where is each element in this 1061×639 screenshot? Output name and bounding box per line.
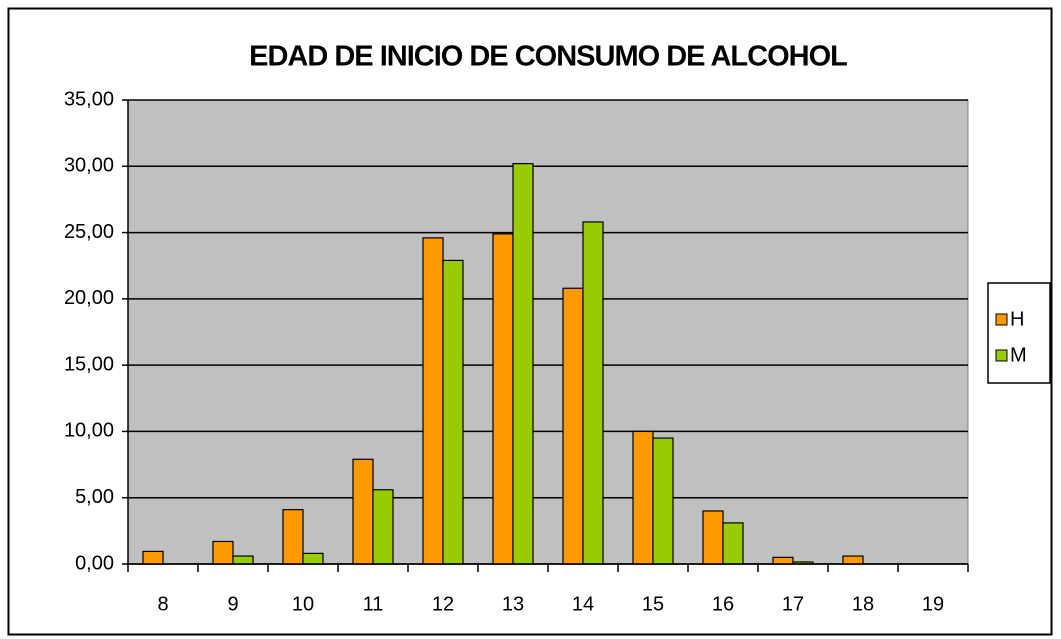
y-tick-label: 30,00 [64,155,114,177]
bar [212,540,234,565]
bar [282,509,304,565]
bar [722,522,744,565]
y-tick-label: 20,00 [64,287,114,309]
y-tick-label: 0,00 [75,552,114,574]
x-tick-label: 10 [292,593,314,615]
bar [302,552,324,565]
legend-swatch [995,313,1008,326]
legend-label: M [1010,344,1027,366]
x-tick-label: 11 [363,593,384,615]
legend-swatch [995,349,1008,362]
bar [352,458,374,565]
y-tick-label: 10,00 [64,420,114,442]
y-tick-label: 15,00 [64,353,114,375]
bar [232,555,254,565]
legend-box [987,282,1051,384]
bar [772,556,794,565]
bar [562,287,584,565]
y-tick-label: 25,00 [64,221,114,243]
bar [442,259,464,565]
x-tick-label: 9 [227,593,238,615]
x-tick-label: 16 [712,593,734,615]
x-tick-label: 13 [502,593,524,615]
bar [492,233,514,565]
x-tick-label: 14 [572,593,594,615]
x-tick-label: 17 [782,593,804,615]
bar [372,489,394,565]
bar [702,510,724,565]
bar [652,437,674,565]
x-tick-label: 15 [642,593,664,615]
bar [142,550,164,565]
x-tick-label: 8 [157,593,168,615]
bar [582,221,604,565]
x-tick-label: 19 [922,593,944,615]
y-tick-label: 5,00 [75,486,114,508]
legend-label: H [1010,308,1024,330]
x-tick-label: 18 [852,593,874,615]
bar [512,163,534,565]
x-tick-label: 12 [432,593,454,615]
chart-title: EDAD DE INICIO DE CONSUMO DE ALCOHOL [249,41,847,73]
y-tick-label: 35,00 [64,88,114,110]
bar [422,237,444,565]
plot-area [127,99,969,565]
bar [632,430,654,565]
bar [842,555,864,565]
